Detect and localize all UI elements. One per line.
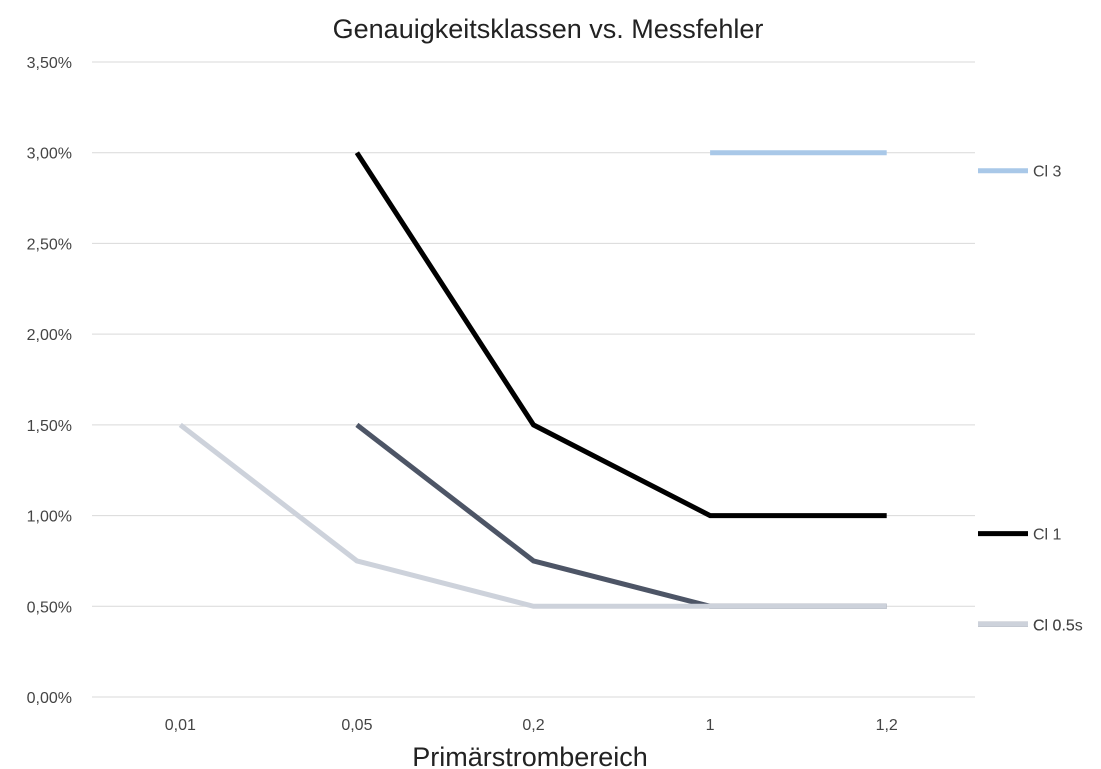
x-tick-label: 0,01 [165, 717, 196, 734]
x-tick-label: 0,2 [522, 717, 544, 734]
y-tick-label: 3,50% [27, 55, 72, 72]
y-tick-label: 2,00% [27, 327, 72, 344]
x-tick-label: 1,2 [876, 717, 898, 734]
x-axis-label: Primärstrombereich [412, 742, 648, 769]
y-tick-label: 1,50% [27, 418, 72, 435]
y-tick-label: 1,00% [27, 509, 72, 526]
legend-label-cl-0-5s: Cl 0.5s [1033, 617, 1083, 634]
chart-title: Genauigkeitsklassen vs. Messfehler [333, 14, 764, 44]
x-tick-label: 0,05 [341, 717, 372, 734]
series-lines [178, 150, 887, 609]
series-line-cl-0-5s [178, 422, 887, 609]
legend-label-cl-1: Cl 1 [1033, 527, 1062, 544]
series-line-cl-1 [354, 151, 887, 519]
x-axis-ticks: 0,01 0,05 0,2 1 1,2 [165, 717, 898, 734]
legend-label-cl-0-5: Cl 0.5 [1033, 617, 1075, 634]
legend-label-cl-3: Cl 3 [1033, 164, 1062, 181]
y-tick-label: 2,50% [27, 236, 72, 253]
y-tick-label: 3,00% [27, 146, 72, 163]
x-tick-label: 1 [706, 717, 715, 734]
grid-lines [92, 61, 975, 698]
legend: Cl 3 Cl 1 Cl 0.5Cl 0.5s [978, 164, 1083, 634]
y-tick-label: 0,00% [27, 690, 72, 707]
y-axis-ticks: 0,00% 0,50% 1,00% 1,50% 2,00% 2,50% 3,00% 3,50% [27, 55, 72, 707]
y-tick-label: 0,50% [27, 599, 72, 616]
